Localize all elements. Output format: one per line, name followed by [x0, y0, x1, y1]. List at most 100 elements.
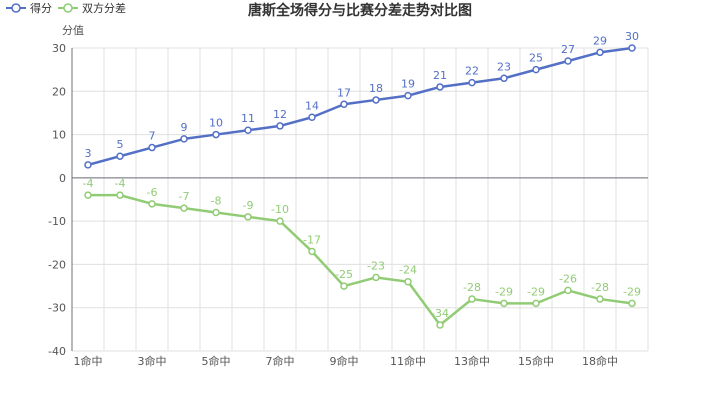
- data-label: 25: [529, 52, 543, 65]
- x-tick-label: 13命中: [454, 354, 490, 368]
- data-label: -9: [243, 199, 254, 212]
- series-line-1: [88, 193, 633, 327]
- data-label: -28: [463, 281, 481, 294]
- data-point[interactable]: [116, 191, 124, 199]
- data-label: 18: [369, 82, 383, 95]
- y-tick-label: -30: [48, 302, 66, 315]
- data-point[interactable]: [596, 295, 604, 303]
- y-tick-label: 30: [52, 42, 66, 55]
- data-point[interactable]: [212, 208, 220, 217]
- x-tick-label: 15命中: [518, 354, 554, 368]
- data-point[interactable]: [276, 217, 284, 225]
- data-point[interactable]: [564, 57, 572, 65]
- data-point[interactable]: [244, 213, 252, 221]
- series-layer: [84, 44, 636, 329]
- data-label: -29: [527, 285, 545, 298]
- data-label: 21: [433, 69, 447, 82]
- x-tick-label: 9命中: [330, 354, 359, 368]
- data-point[interactable]: [148, 200, 156, 208]
- legend: 得分 双方分差: [6, 1, 126, 15]
- data-point[interactable]: [308, 247, 316, 256]
- data-point[interactable]: [628, 299, 636, 308]
- data-label: 7: [149, 130, 156, 143]
- x-tick-label: 7命中: [266, 354, 295, 368]
- x-tick-label: 18命中: [582, 354, 618, 368]
- data-label: -6: [147, 186, 158, 199]
- series-line-0: [87, 46, 633, 167]
- data-point[interactable]: [84, 191, 92, 199]
- data-label: -10: [271, 203, 289, 216]
- legend-label-margin: 双方分差: [82, 1, 126, 15]
- data-label: -34: [431, 307, 449, 320]
- data-label: -26: [559, 272, 577, 285]
- data-label: -4: [115, 177, 126, 190]
- data-point[interactable]: [564, 286, 572, 295]
- data-point[interactable]: [340, 282, 348, 290]
- legend-label-score: 得分: [30, 2, 52, 15]
- data-point[interactable]: [340, 100, 348, 109]
- data-point[interactable]: [404, 277, 412, 286]
- data-point[interactable]: [500, 299, 508, 308]
- data-point[interactable]: [628, 44, 636, 52]
- data-label: -28: [591, 281, 609, 294]
- data-label: -8: [211, 194, 222, 207]
- data-labels: 3 5 7 9 10 11 12 14 17 18 19 21 22 23 25 27 29 30 -4 -4 -6 -7…: [83, 30, 641, 320]
- data-point[interactable]: [596, 48, 604, 57]
- data-label: 12: [273, 108, 287, 121]
- chart-title: 唐斯全场得分与比赛分差走势对比图: [248, 2, 472, 19]
- data-point[interactable]: [500, 74, 508, 83]
- data-point[interactable]: [532, 65, 540, 74]
- data-point[interactable]: [180, 204, 188, 212]
- data-label: 11: [241, 112, 255, 125]
- data-label: 19: [401, 78, 415, 91]
- data-point[interactable]: [148, 143, 156, 152]
- data-label: 5: [117, 138, 124, 151]
- data-label: -7: [179, 190, 190, 203]
- legend-item-margin[interactable]: 双方分差: [58, 1, 126, 15]
- data-point[interactable]: [372, 96, 380, 104]
- data-label: 17: [337, 86, 351, 99]
- data-point[interactable]: [468, 78, 476, 87]
- data-label: 30: [625, 30, 639, 43]
- data-point[interactable]: [244, 126, 252, 134]
- x-tick-label: 3命中: [138, 354, 167, 368]
- y-tick-label: 10: [52, 129, 66, 142]
- data-label: 22: [465, 65, 479, 78]
- y-tick-label: -40: [48, 345, 66, 358]
- axes: -40 -30 -20 -10 0 10 20 30 1命中 3命中 5命中 7命中 9命中 11命中 13…: [48, 42, 648, 368]
- data-point[interactable]: [116, 152, 124, 160]
- data-point[interactable]: [404, 91, 412, 100]
- y-axis-title: 分值: [62, 24, 84, 37]
- data-point[interactable]: [180, 135, 188, 143]
- data-label: 23: [497, 60, 511, 73]
- data-label: -24: [399, 264, 417, 277]
- data-label: 27: [561, 43, 575, 56]
- grid-lines: [71, 47, 649, 352]
- y-tick-label: -20: [48, 258, 66, 271]
- y-tick-label: -10: [48, 215, 66, 228]
- data-point[interactable]: [212, 130, 220, 139]
- data-label: -23: [367, 259, 385, 272]
- data-point[interactable]: [308, 113, 316, 122]
- data-point[interactable]: [436, 83, 444, 91]
- data-label: -29: [495, 285, 513, 298]
- data-label: 14: [305, 99, 319, 112]
- data-point[interactable]: [84, 161, 92, 169]
- data-label: 10: [209, 117, 223, 130]
- data-label: -29: [623, 285, 641, 298]
- data-label: -4: [83, 177, 94, 190]
- x-tick-label: 11命中: [390, 354, 426, 368]
- data-point[interactable]: [532, 299, 540, 308]
- legend-marker-margin: [63, 3, 73, 13]
- data-point[interactable]: [436, 321, 444, 329]
- data-label: 29: [593, 34, 607, 47]
- y-tick-label: 0: [59, 172, 66, 185]
- data-label: 3: [85, 147, 92, 160]
- legend-item-score[interactable]: 得分: [6, 2, 52, 15]
- x-tick-label: 1命中: [74, 354, 103, 368]
- data-point[interactable]: [372, 273, 380, 282]
- data-point[interactable]: [468, 295, 476, 303]
- data-point[interactable]: [276, 122, 284, 130]
